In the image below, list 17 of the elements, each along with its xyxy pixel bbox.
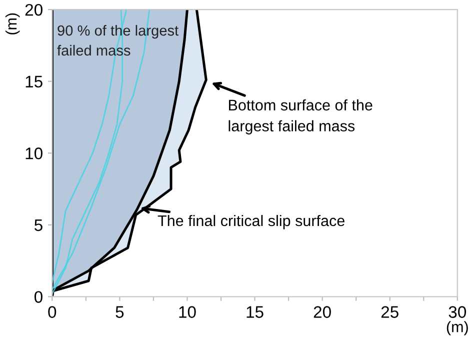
- x-tick-label: 30: [448, 306, 466, 318]
- x-tick-label: 10: [179, 306, 196, 318]
- annotation: The final critical slip surface: [158, 214, 344, 230]
- y-tick-label: 15: [26, 76, 42, 88]
- x-axis-title: (m): [446, 321, 468, 336]
- y-tick-label: 20: [25, 4, 42, 16]
- x-tick-label: 0: [48, 306, 56, 318]
- y-axis-title: (m): [5, 13, 20, 34]
- y-tick-label: 5: [34, 219, 42, 232]
- x-tick-label: 5: [116, 306, 124, 318]
- annotation: Bottom surface of the largest failed mass: [228, 99, 372, 134]
- y-tick-label: 10: [26, 148, 42, 160]
- y-tick-label: 0: [34, 291, 42, 303]
- x-tick-label: 25: [381, 306, 398, 318]
- x-tick-label: 15: [246, 306, 264, 318]
- annotation: 90 % of the largest failed mass: [57, 24, 178, 56]
- x-tick-label: 20: [314, 306, 331, 318]
